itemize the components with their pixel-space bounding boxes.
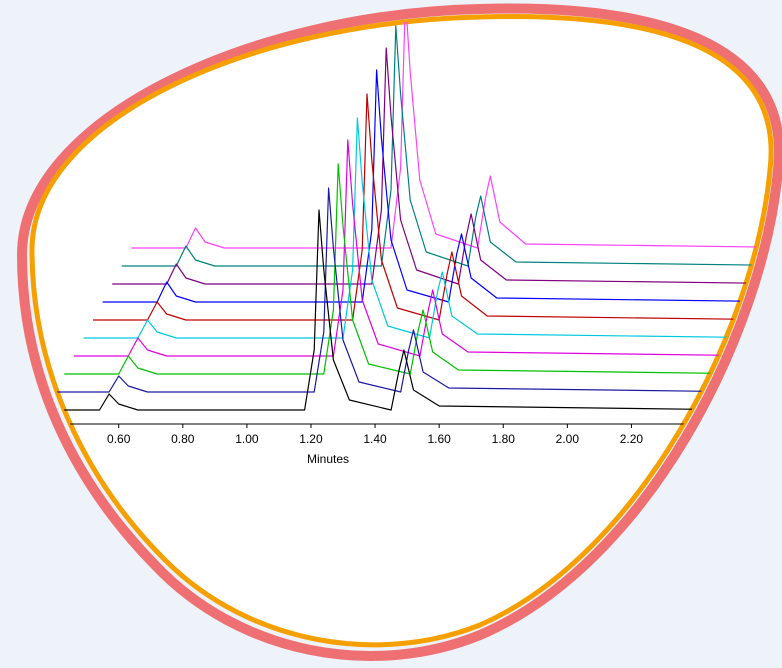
trace [45, 209, 751, 411]
trace [73, 139, 772, 357]
trace [102, 69, 772, 303]
x-tick-label: 2.00 [556, 432, 580, 446]
x-tick-label: 0.60 [107, 432, 131, 446]
x-tick-label: 1.60 [427, 432, 451, 446]
x-tick-label: 2.20 [620, 432, 644, 446]
trace [64, 163, 770, 375]
trace [54, 187, 760, 393]
x-tick-label: 1.80 [492, 432, 516, 446]
trace [112, 47, 772, 285]
lens-fill [29, 14, 774, 648]
x-tick-label: 1.20 [299, 432, 323, 446]
trace [121, 25, 772, 267]
x-tick-label: 1.00 [235, 432, 259, 446]
lens-shadow [16, 3, 782, 661]
x-tick-label: 1.40 [363, 432, 387, 446]
plot-area [45, 16, 772, 428]
trace [131, 16, 772, 249]
x-tick-label: 0.80 [171, 432, 195, 446]
trace [83, 117, 772, 339]
trace [93, 93, 772, 321]
x-axis-label: Minutes [307, 452, 349, 466]
